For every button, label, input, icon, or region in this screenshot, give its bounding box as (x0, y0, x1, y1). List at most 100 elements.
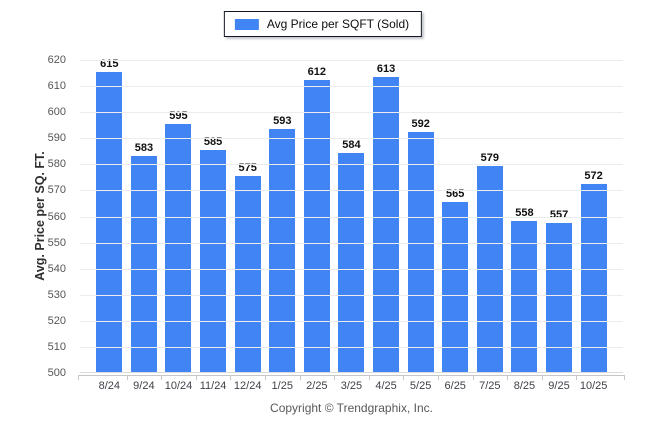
bar-value-label: 557 (549, 209, 569, 222)
y-tick-label: 610 (47, 80, 66, 93)
bar-slot: 593 (265, 115, 300, 372)
bar-value-label: 612 (307, 65, 327, 78)
legend-swatch (234, 18, 259, 30)
bar (511, 220, 538, 372)
bar (303, 79, 330, 372)
x-tick-label: 10/24 (164, 380, 193, 392)
y-tick-label: 520 (47, 314, 66, 327)
x-tick-label: 8/24 (98, 380, 120, 392)
bar-value-label: 585 (203, 136, 223, 149)
axis-tick (195, 376, 197, 380)
axis-tick (299, 376, 301, 380)
bar (234, 176, 261, 372)
gridline (80, 164, 623, 166)
gridline (80, 138, 623, 140)
axis-tick (230, 376, 232, 380)
gridline (80, 242, 623, 244)
bar-value-label: 613 (376, 63, 396, 76)
x-tick-label: 2/25 (306, 380, 328, 392)
bar-slot: 613 (369, 63, 404, 372)
y-tick-label: 600 (47, 106, 66, 119)
x-tick-label: 9/24 (133, 380, 155, 392)
gridline (80, 86, 623, 88)
x-tick-label: 7/25 (479, 380, 501, 392)
bar (373, 77, 400, 372)
bar-value-label: 592 (411, 118, 430, 131)
axis-tick (541, 376, 543, 380)
gridline (80, 320, 623, 322)
bar (130, 155, 157, 372)
bar-value-label: 583 (134, 141, 154, 154)
gridline (80, 112, 623, 114)
bar-slot: 585 (196, 136, 231, 372)
plot-area: 615 583 595 585 575 593 612 584 613 592 565 579 558 5… (80, 58, 623, 373)
y-axis-labels: 620 610 600 590 580 570 560 550 540 530 520 510 500 (0, 54, 74, 379)
axis-tick (265, 376, 266, 380)
bar (200, 150, 227, 372)
bar (269, 129, 296, 372)
axis-tick (403, 376, 405, 380)
x-axis-labels: 8/24 9/24 10/24 11/24 12/24 1/25 2/25 3/25 4/25 5… (80, 378, 623, 392)
bar-slot: 579 (473, 152, 508, 372)
x-tick-label: 6/25 (444, 380, 466, 392)
bar-value-label: 575 (238, 162, 257, 175)
bar (546, 223, 573, 372)
bar-value-label: 584 (342, 138, 361, 151)
bar-slot: 583 (127, 142, 162, 372)
bar-value-label: 615 (100, 58, 119, 71)
bar (442, 202, 469, 372)
legend: Avg Price per SQFT (Sold) (223, 11, 423, 37)
gridline (80, 268, 623, 270)
bar-value-label: 579 (480, 151, 499, 164)
gridline (80, 216, 623, 218)
bar-value-label: 565 (446, 188, 465, 201)
bar-slot: 572 (576, 170, 611, 372)
y-tick-label: 530 (47, 288, 66, 301)
axis-tick (126, 376, 128, 380)
bar-slot: 575 (230, 162, 265, 372)
y-tick-label: 580 (47, 158, 66, 171)
y-tick-label: 510 (47, 340, 66, 353)
bar-slot: 558 (507, 207, 542, 372)
x-tick-label: 10/25 (579, 380, 608, 392)
x-tick-label: 5/25 (409, 380, 432, 392)
legend-label: Avg Price per SQFT (Sold) (266, 17, 410, 31)
bars-row: 615 583 595 585 575 593 612 584 613 592 565 579 558 5… (80, 58, 623, 372)
bar (580, 184, 607, 372)
bar-slot: 592 (403, 118, 438, 372)
x-tick-label: 1/25 (271, 380, 293, 392)
x-tick-label: 4/25 (375, 380, 397, 392)
bar (338, 152, 365, 372)
bar-value-label: 595 (169, 110, 188, 123)
bar-slot: 615 (92, 58, 127, 372)
bar (96, 72, 123, 372)
axis-tick (438, 376, 439, 380)
gridline (80, 60, 623, 61)
x-tick-label: 11/24 (199, 380, 227, 392)
y-tick-label: 540 (47, 262, 66, 275)
axis-tick (334, 376, 336, 380)
y-tick-label: 500 (47, 367, 66, 379)
y-tick-label: 590 (47, 132, 66, 145)
copyright-text: Copyright © Trendgraphix, Inc. (270, 401, 433, 415)
bar-value-label: 572 (584, 170, 603, 183)
y-tick-label: 620 (47, 54, 66, 66)
x-tick-label: 3/25 (340, 380, 363, 392)
axis-tick (78, 376, 79, 380)
x-tick-label: 12/24 (233, 380, 262, 392)
gridline (80, 346, 623, 348)
bar-slot: 584 (334, 139, 369, 372)
axis-tick (161, 376, 163, 380)
axis-tick (472, 376, 474, 380)
bar-value-label: 593 (273, 115, 292, 128)
axis-tick (576, 376, 578, 380)
bar-slot: 565 (438, 188, 473, 372)
gridline (80, 294, 623, 296)
x-axis-line (78, 375, 625, 381)
x-tick-label: 8/25 (513, 380, 536, 392)
y-tick-label: 550 (47, 236, 66, 249)
bar (407, 132, 434, 372)
x-tick-label: 9/25 (548, 380, 570, 392)
bar-value-label: 558 (515, 206, 534, 219)
